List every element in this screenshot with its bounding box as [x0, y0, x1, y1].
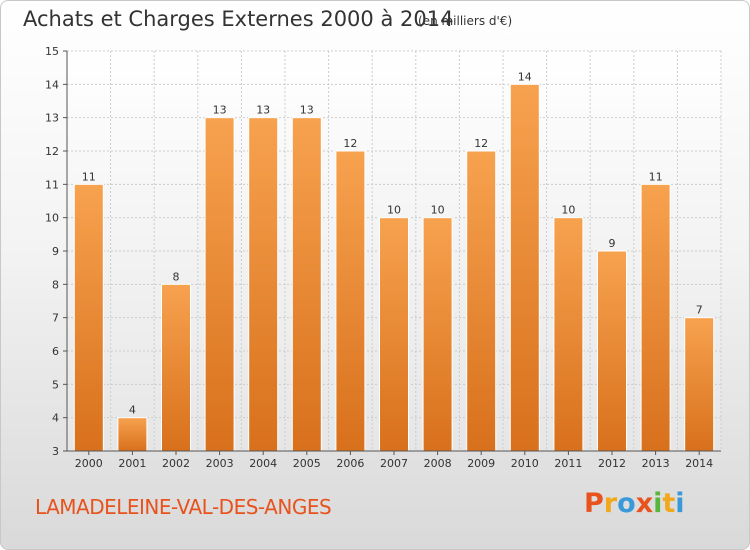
y-tick-label: 11: [45, 178, 59, 191]
bar-2002: [161, 283, 191, 452]
bar-2011: [553, 217, 584, 452]
brand-letter: r: [603, 488, 618, 519]
bar-2008: [422, 217, 453, 452]
brand-letter: x: [635, 488, 654, 519]
bar-2003: [204, 117, 235, 452]
data-label-2013: 11: [649, 170, 663, 183]
brand-letter: o: [617, 488, 636, 519]
data-label-2007: 10: [387, 204, 401, 217]
y-tick-label: 6: [52, 345, 59, 358]
x-tick-label-2011: 2011: [554, 457, 582, 470]
x-tick-label-2013: 2013: [642, 457, 670, 470]
bar-2001: [117, 417, 148, 452]
x-tick-label-2005: 2005: [293, 457, 321, 470]
bar-2014: [684, 317, 715, 452]
y-tick-label: 10: [45, 212, 59, 225]
y-tick-label: 15: [45, 45, 59, 58]
bar-2005: [291, 117, 322, 452]
x-tick-label-2001: 2001: [118, 457, 146, 470]
data-label-2005: 13: [300, 104, 314, 117]
bar-2009: [466, 150, 497, 452]
y-tick-label: 13: [45, 112, 59, 125]
chart-title: Achats et Charges Externes 2000 à 2014: [23, 7, 454, 31]
bar-2010: [509, 83, 540, 452]
y-tick-label: 12: [45, 145, 59, 158]
brand-letter: P: [584, 488, 604, 519]
chart-subtitle: (en milliers d'€): [418, 14, 513, 28]
bar-2006: [335, 150, 366, 452]
bar-2000: [73, 183, 104, 452]
data-label-2011: 10: [561, 204, 575, 217]
bar-2004: [248, 117, 279, 452]
data-label-2006: 12: [343, 137, 357, 150]
x-tick-label-2006: 2006: [336, 457, 364, 470]
x-tick-label-2009: 2009: [467, 457, 495, 470]
data-label-2003: 13: [213, 104, 227, 117]
bar-2012: [597, 250, 627, 452]
y-tick-label: 9: [52, 245, 59, 258]
data-label-2001: 4: [129, 404, 136, 417]
brand-letter: i: [653, 488, 663, 519]
x-tick-label-2012: 2012: [598, 457, 626, 470]
data-label-2012: 9: [609, 237, 616, 250]
x-tick-label-2014: 2014: [685, 457, 713, 470]
data-label-2009: 12: [474, 137, 488, 150]
data-label-2000: 11: [82, 170, 96, 183]
bar-2013: [640, 183, 671, 452]
y-tick-label: 3: [52, 445, 59, 458]
x-tick-label-2004: 2004: [249, 457, 277, 470]
proxiti-logo[interactable]: Proxiti: [584, 488, 685, 519]
data-label-2002: 8: [173, 270, 180, 283]
bar-2007: [379, 217, 409, 452]
y-tick-label: 8: [52, 278, 59, 291]
brand-letter: i: [675, 488, 685, 519]
x-tick-label-2003: 2003: [206, 457, 234, 470]
x-tick-label-2000: 2000: [75, 457, 103, 470]
x-tick-label-2002: 2002: [162, 457, 190, 470]
x-tick-label-2010: 2010: [511, 457, 539, 470]
data-label-2014: 7: [696, 304, 703, 317]
brand-letter: t: [662, 488, 676, 519]
data-label-2004: 13: [256, 104, 270, 117]
commune-name: LAMADELEINE-VAL-DES-ANGES: [35, 495, 332, 519]
y-tick-label: 4: [52, 412, 59, 425]
y-tick-label: 14: [45, 78, 59, 91]
y-tick-label: 7: [52, 312, 59, 325]
x-tick-label-2008: 2008: [424, 457, 452, 470]
x-tick-label-2007: 2007: [380, 457, 408, 470]
data-label-2008: 10: [431, 204, 445, 217]
y-tick-label: 5: [52, 378, 59, 391]
data-label-2010: 14: [518, 70, 532, 83]
